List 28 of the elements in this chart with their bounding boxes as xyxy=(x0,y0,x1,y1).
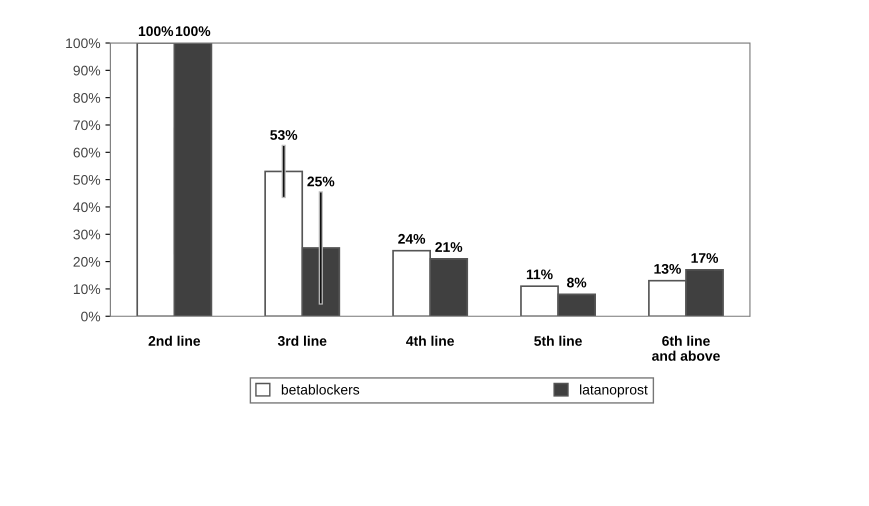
y-tick-label: 50% xyxy=(73,174,100,185)
x-tick-label: 3rd line xyxy=(278,336,326,346)
y-tick-label: 40% xyxy=(73,202,100,212)
data-label: 11% xyxy=(526,269,553,280)
y-tick-label: 20% xyxy=(74,256,100,267)
y-tick-label: 0% xyxy=(81,312,100,322)
x-tick-label: 2nd line xyxy=(148,336,200,346)
y-tick-label: 10% xyxy=(74,284,100,294)
data-label: 53% xyxy=(270,130,298,140)
legend-label: latanoprost xyxy=(580,384,648,398)
x-tick-label: 4th line xyxy=(406,336,454,346)
data-label: 100% xyxy=(176,26,210,36)
data-label: 100% xyxy=(138,26,174,36)
data-label: 25% xyxy=(307,176,334,186)
data-label: 24% xyxy=(398,234,426,244)
x-tick-label: 5th line xyxy=(534,336,582,346)
data-label: 13% xyxy=(654,264,681,274)
data-label: 8% xyxy=(567,278,586,288)
data-label: 21% xyxy=(435,242,462,252)
x-tick-label: 6th line and above xyxy=(652,336,720,361)
data-label: 17% xyxy=(692,253,718,263)
y-tick-label: 100% xyxy=(66,38,100,48)
y-tick-label: 90% xyxy=(73,66,100,76)
y-tick-label: 70% xyxy=(74,120,100,130)
y-tick-label: 60% xyxy=(74,148,100,158)
y-tick-label: 80% xyxy=(73,92,100,103)
y-tick-label: 30% xyxy=(73,230,100,240)
legend-label: betablockers xyxy=(282,384,360,395)
